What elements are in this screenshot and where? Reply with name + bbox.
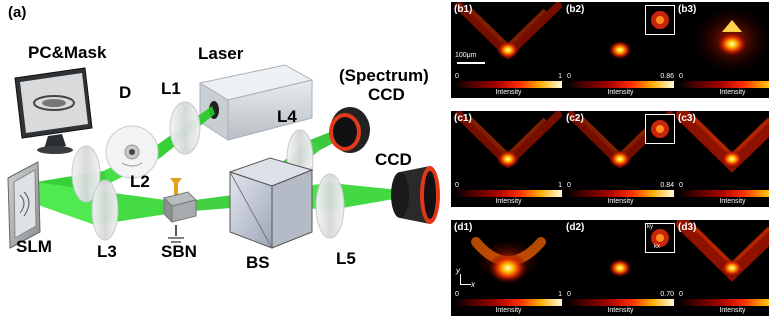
panel-label: (b3) — [678, 4, 697, 15]
colorbar-min: 0 — [679, 182, 683, 189]
intensity-image — [608, 258, 632, 278]
d-label: D — [119, 83, 132, 102]
colorbar-title: Intensity — [719, 89, 746, 96]
panel-label: (c1) — [454, 113, 472, 124]
panel-label: (b2) — [566, 4, 585, 15]
sbn-crystal — [163, 178, 197, 243]
intensity-panel-c1: (c1) 0 1 Intensity — [451, 111, 566, 207]
colorbar-title: Intensity — [607, 89, 634, 96]
fourier-spectrum-inset — [645, 114, 675, 144]
colorbar-max: 0.84 — [660, 182, 674, 189]
colorbar-min: 0 — [567, 73, 571, 80]
colorbar-min: 0 — [455, 182, 459, 189]
pc-mask-label: PC&Mask — [28, 43, 107, 62]
fourier-spectrum-inset: ky kx — [645, 223, 675, 253]
slm-device — [7, 161, 41, 249]
colorbar-title: Intensity — [495, 307, 522, 314]
intensity-panel-c2: (c2) 0 0.84 Intensity — [563, 111, 678, 207]
intensity-panel-b3: (b3)00.32Intensity — [675, 2, 769, 98]
colorbar-min: 0 — [455, 291, 459, 298]
colorbar — [567, 81, 674, 88]
lens-l5 — [315, 173, 345, 239]
intensity-image — [692, 6, 769, 74]
colorbar-min: 0 — [455, 73, 459, 80]
intensity-panel-d1: (d1) y x 0 1 Intensity — [451, 220, 566, 316]
panel-label: (c2) — [566, 113, 584, 124]
scale-bar-label: 100μm — [455, 52, 477, 59]
intensity-image — [455, 2, 562, 60]
sbn-label: SBN — [161, 242, 197, 261]
colorbar-title: Intensity — [607, 307, 634, 314]
pc-monitor — [14, 67, 93, 154]
l2-label: L2 — [130, 172, 150, 191]
lens-l3 — [91, 179, 119, 241]
colorbar-title: Intensity — [607, 198, 634, 205]
panel-label: (b1) — [454, 4, 473, 15]
colorbar-max: 1 — [558, 291, 562, 298]
intensity-image — [471, 237, 546, 284]
panel-label: (d3) — [678, 222, 697, 233]
beam-splitter-cube — [228, 157, 314, 249]
ccd-camera — [391, 166, 440, 224]
bs-label: BS — [246, 253, 270, 272]
l3-label: L3 — [97, 242, 117, 261]
spectrum-label: (Spectrum) — [339, 66, 429, 85]
inset-kx-axis-label: kx — [654, 244, 660, 250]
colorbar-title: Intensity — [719, 307, 746, 314]
laser-source — [198, 64, 314, 141]
fourier-spectrum-inset — [645, 5, 675, 35]
colorbar-max: 1 — [558, 73, 562, 80]
colorbar-title: Intensity — [719, 198, 746, 205]
colorbar — [679, 299, 769, 306]
colorbar-min: 0 — [679, 291, 683, 298]
colorbar — [679, 81, 769, 88]
ccd-spectrum-camera — [329, 107, 370, 153]
panel-label: (c3) — [678, 113, 696, 124]
colorbar — [455, 299, 562, 306]
colorbar — [455, 190, 562, 197]
colorbar-min: 0 — [567, 291, 571, 298]
intensity-image — [455, 111, 562, 169]
panel-label: (d2) — [566, 222, 585, 233]
intensity-panel-c3: (c3)00.3Intensity — [675, 111, 769, 207]
lens-l1 — [169, 101, 201, 155]
colorbar-title: Intensity — [495, 198, 522, 205]
y-axis-label: y — [456, 266, 460, 275]
intensity-panel-d3: (d3)00.3Intensity — [675, 220, 769, 316]
colorbar-title: Intensity — [495, 89, 522, 96]
laser-label: Laser — [198, 44, 244, 63]
ccd-top-label: CCD — [368, 85, 405, 104]
figure-label-a: (a) — [8, 4, 27, 21]
colorbar-max: 1 — [558, 182, 562, 189]
colorbar — [455, 81, 562, 88]
intensity-image — [608, 40, 632, 60]
l1-label: L1 — [161, 79, 181, 98]
colorbar-max: 0.86 — [660, 73, 674, 80]
colorbar-min: 0 — [679, 73, 683, 80]
colorbar — [567, 190, 674, 197]
aperture-d — [105, 125, 159, 179]
ccd-right-label: CCD — [375, 150, 412, 169]
colorbar — [679, 190, 769, 197]
experimental-setup-diagram — [7, 64, 440, 249]
intensity-image — [676, 220, 769, 282]
inset-ky-axis-label: ky — [647, 224, 653, 230]
l5-label: L5 — [336, 249, 356, 268]
lens-l2 — [71, 145, 101, 203]
colorbar — [567, 299, 674, 306]
colorbar-max: 0.70 — [660, 291, 674, 298]
panel-label: (d1) — [454, 222, 473, 233]
intensity-panel-d2: (d2) ky kx 0 0.70 Intensity — [563, 220, 678, 316]
axis-arrows-icon — [460, 274, 471, 285]
intensity-image — [676, 111, 769, 173]
x-axis-label: x — [471, 280, 475, 289]
slm-label: SLM — [16, 237, 52, 256]
intensity-panel-b1: (b1) 100μm 0 1 Intensity — [451, 2, 566, 98]
intensity-panel-b2: (b2) 0 0.86 Intensity — [563, 2, 678, 98]
scale-bar — [457, 62, 485, 64]
colorbar-min: 0 — [567, 182, 571, 189]
l4-label: L4 — [277, 107, 297, 126]
